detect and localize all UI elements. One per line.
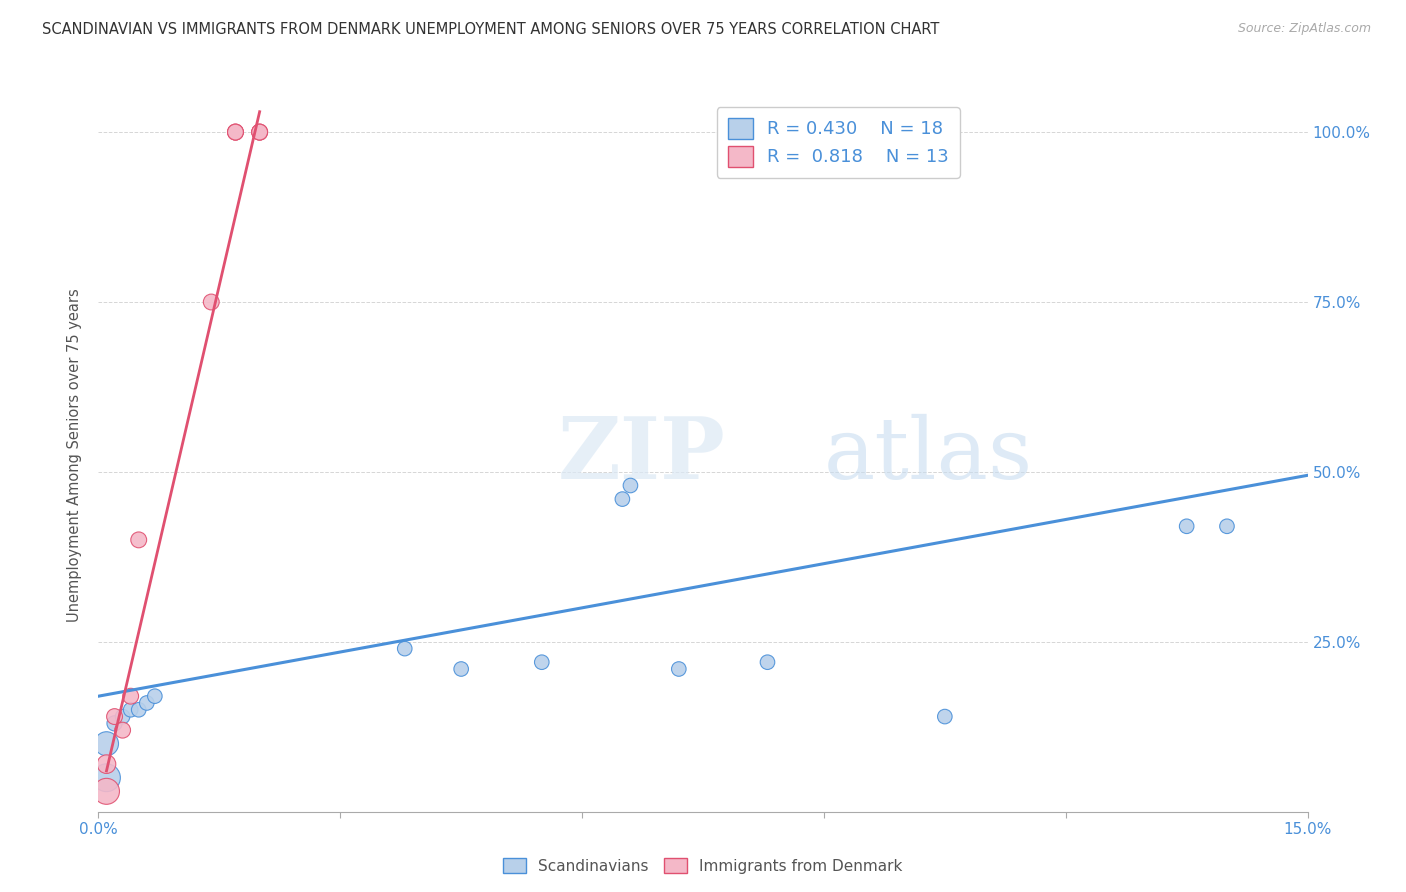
Point: [120, 703, 142, 717]
Point: [224, 125, 246, 139]
Text: SCANDINAVIAN VS IMMIGRANTS FROM DENMARK UNEMPLOYMENT AMONG SENIORS OVER 75 YEARS: SCANDINAVIAN VS IMMIGRANTS FROM DENMARK …: [42, 22, 939, 37]
Legend: Scandinavians, Immigrants from Denmark: Scandinavians, Immigrants from Denmark: [498, 852, 908, 880]
Point: [111, 709, 134, 723]
Point: [96, 757, 118, 772]
Point: [756, 655, 779, 669]
Point: [224, 125, 246, 139]
Point: [96, 737, 118, 751]
Point: [200, 295, 222, 310]
Point: [668, 662, 690, 676]
Point: [103, 709, 125, 723]
Point: [103, 716, 125, 731]
Text: ZIP: ZIP: [558, 413, 725, 497]
Point: [224, 125, 246, 139]
Point: [249, 125, 271, 139]
Y-axis label: Unemployment Among Seniors over 75 years: Unemployment Among Seniors over 75 years: [67, 288, 83, 622]
Point: [249, 125, 271, 139]
Point: [249, 125, 271, 139]
Text: atlas: atlas: [824, 413, 1033, 497]
Point: [619, 478, 641, 492]
Point: [450, 662, 472, 676]
Point: [120, 689, 142, 703]
Point: [111, 723, 134, 738]
Point: [530, 655, 553, 669]
Point: [96, 784, 118, 798]
Point: [612, 492, 634, 507]
Point: [934, 709, 956, 723]
Point: [135, 696, 157, 710]
Point: [394, 641, 416, 656]
Point: [1175, 519, 1198, 533]
Point: [128, 703, 150, 717]
Point: [143, 689, 166, 703]
Point: [96, 771, 118, 785]
Text: Source: ZipAtlas.com: Source: ZipAtlas.com: [1237, 22, 1371, 36]
Point: [1216, 519, 1239, 533]
Legend: R = 0.430    N = 18, R =  0.818    N = 13: R = 0.430 N = 18, R = 0.818 N = 13: [717, 107, 960, 178]
Point: [128, 533, 150, 547]
